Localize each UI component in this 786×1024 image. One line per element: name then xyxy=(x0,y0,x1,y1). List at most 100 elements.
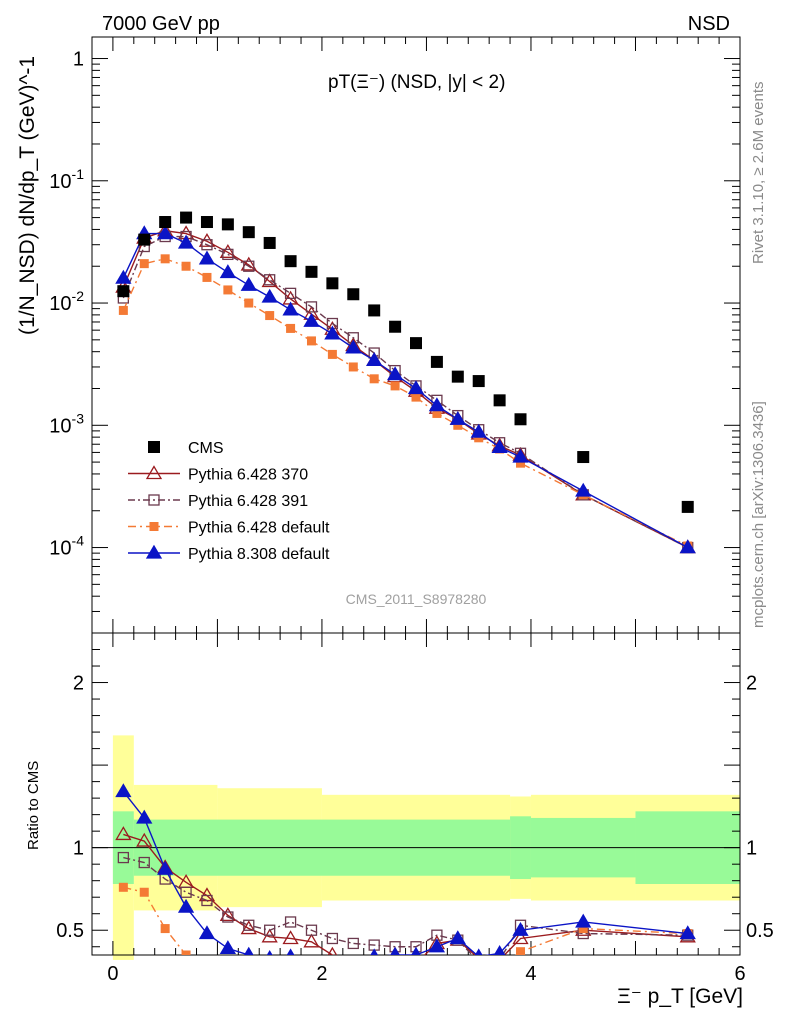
series-line-ratio xyxy=(123,833,688,955)
cms-data-point xyxy=(430,355,443,368)
analysis-label: CMS_2011_S8978280 xyxy=(346,591,487,607)
cms-data-point xyxy=(514,413,527,426)
series-point-ratio xyxy=(139,887,149,897)
series-point-ratio xyxy=(370,948,379,955)
series-point-main xyxy=(139,259,149,269)
series-point-main xyxy=(244,298,254,308)
series-point-main xyxy=(306,336,316,346)
series-point-ratio xyxy=(198,925,216,940)
series-point-ratio xyxy=(286,948,295,955)
series-point-main xyxy=(261,288,278,303)
series-point-ratio xyxy=(428,938,446,953)
x-tick-label: 0 xyxy=(107,963,118,985)
cms-data-point xyxy=(681,500,694,513)
series-point-ratio xyxy=(493,954,506,955)
legend-marker xyxy=(149,522,159,531)
y-tick-label-main: 10-4 xyxy=(49,533,84,560)
header-right-label: NSD xyxy=(688,13,730,35)
x-tick-label: 2 xyxy=(316,963,327,985)
series-point-ratio xyxy=(353,954,354,955)
series-point-ratio xyxy=(138,856,150,869)
uncertainty-bands xyxy=(92,735,740,960)
series-point-ratio xyxy=(453,967,462,976)
y-tick-label-main: 10-3 xyxy=(49,410,84,437)
series-point-ratio xyxy=(415,954,417,955)
x-tick-label: 6 xyxy=(734,963,745,985)
series-point-ratio xyxy=(244,967,253,976)
series-point-ratio xyxy=(575,913,592,928)
legend-label: Pythia 6.428 default xyxy=(188,520,330,537)
legend-label: Pythia 6.428 391 xyxy=(188,493,308,510)
series-point-main xyxy=(201,239,213,251)
series-point-main xyxy=(240,256,257,271)
series-point-main xyxy=(428,397,446,412)
series-point-ratio xyxy=(449,930,466,945)
y-axis-label-main: (1/N_NSD) dN/dp_T (GeV)^-1 xyxy=(16,56,39,335)
legend-marker xyxy=(145,465,163,480)
series-point-ratio xyxy=(347,937,359,950)
series-point-main xyxy=(491,439,508,454)
series-point-ratio xyxy=(391,972,400,981)
series-point-main xyxy=(261,273,278,288)
series-point-main xyxy=(177,234,195,249)
y-tick-label-main: 10-2 xyxy=(49,288,84,315)
series-point-ratio xyxy=(202,962,211,971)
series-point-main xyxy=(219,244,237,258)
legend-marker xyxy=(148,494,160,506)
y-tick-label-ratio-right: 2 xyxy=(746,673,757,695)
series-point-ratio xyxy=(328,972,337,981)
series-line-ratio xyxy=(123,856,688,955)
y-axis-label-ratio: Ratio to CMS xyxy=(25,761,42,850)
series-point-ratio xyxy=(284,916,297,928)
series-point-ratio xyxy=(349,975,358,984)
cms-data-point xyxy=(493,394,506,407)
series-line-main xyxy=(122,258,689,547)
series-point-ratio xyxy=(177,898,195,913)
axes: 0 2 4 6 10-4 10-3 10-2 10-1 1 0.5 0.5 1 1 2 2 xyxy=(49,37,774,985)
series-point-main xyxy=(432,408,442,418)
series-point-ratio xyxy=(243,919,255,931)
series-line-ratio xyxy=(122,791,688,955)
legend-marker xyxy=(148,441,160,453)
cms-data-point xyxy=(159,216,172,229)
series-line-main xyxy=(122,235,689,549)
series-point-main xyxy=(575,482,592,497)
series-point-ratio xyxy=(326,932,339,945)
series-point-main xyxy=(345,339,362,354)
cms-data-point xyxy=(368,304,381,317)
series-point-main xyxy=(265,311,275,321)
ratio-series-layer xyxy=(115,783,696,984)
series-point-main xyxy=(366,352,383,366)
series-point-ratio xyxy=(115,783,132,798)
series-point-main xyxy=(324,325,341,340)
series-point-main xyxy=(219,264,237,279)
legend: CMS Pythia 6.428 370 Pythia 6.428 391 Pythi… xyxy=(128,440,330,563)
series-point-ratio xyxy=(390,946,400,955)
series-point-ratio xyxy=(578,924,588,934)
plot-title: pT(Ξ⁻) (NSD, |y| < 2) xyxy=(328,72,505,93)
series-point-ratio xyxy=(201,894,213,907)
series-point-ratio xyxy=(327,946,338,955)
series-point-main xyxy=(305,301,318,313)
series-point-ratio xyxy=(181,950,191,955)
series-point-ratio xyxy=(266,950,273,955)
legend-label: CMS xyxy=(188,440,224,457)
series-point-ratio xyxy=(286,969,295,978)
series-point-main xyxy=(223,285,233,295)
cms-data-point xyxy=(326,277,339,290)
series-point-main xyxy=(264,274,276,286)
series-point-ratio xyxy=(432,969,441,978)
series-point-main xyxy=(240,276,257,291)
series-point-ratio xyxy=(282,930,299,945)
series-point-main xyxy=(181,261,191,271)
series-point-main xyxy=(386,366,404,381)
legend-label: Pythia 6.428 370 xyxy=(188,467,308,484)
series-point-main xyxy=(512,448,529,463)
series-point-ratio xyxy=(516,947,526,955)
series-point-ratio xyxy=(136,809,153,824)
series-point-main xyxy=(286,323,296,333)
series-point-main xyxy=(470,423,487,438)
series-point-ratio xyxy=(157,860,174,875)
series-point-ratio xyxy=(493,945,506,955)
